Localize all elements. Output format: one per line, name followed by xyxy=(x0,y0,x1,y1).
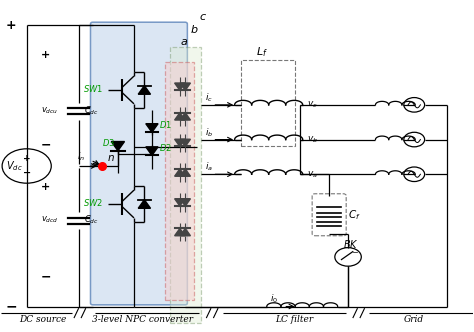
Polygon shape xyxy=(174,113,185,120)
Bar xyxy=(170,47,201,323)
Text: −: − xyxy=(40,138,51,151)
Text: $v_c$: $v_c$ xyxy=(307,100,318,110)
Text: $v_a$: $v_a$ xyxy=(307,169,318,180)
Text: +: + xyxy=(41,50,50,60)
Text: $\mathbf{\it{V}_{dc}}$: $\mathbf{\it{V}_{dc}}$ xyxy=(6,159,22,173)
Polygon shape xyxy=(174,228,185,236)
Polygon shape xyxy=(111,141,125,151)
Text: $C_{dc}$: $C_{dc}$ xyxy=(84,213,99,226)
Text: $\mathit{b}$: $\mathit{b}$ xyxy=(190,23,199,35)
Text: $v_b$: $v_b$ xyxy=(307,134,318,145)
Text: $i_b$: $i_b$ xyxy=(205,126,214,138)
Text: 3-level NPC converter: 3-level NPC converter xyxy=(92,315,193,324)
Text: $\mathit{a}$: $\mathit{a}$ xyxy=(180,37,188,47)
Text: $\mathit{SW2}$: $\mathit{SW2}$ xyxy=(83,197,103,208)
Text: +: + xyxy=(23,154,30,163)
Text: $i_c$: $i_c$ xyxy=(205,91,213,104)
Polygon shape xyxy=(174,169,185,176)
Polygon shape xyxy=(180,113,191,120)
Polygon shape xyxy=(180,199,191,206)
Polygon shape xyxy=(146,147,158,155)
FancyBboxPatch shape xyxy=(91,22,187,305)
Text: −: − xyxy=(40,270,51,283)
Text: $\mathit{D2}$: $\mathit{D2}$ xyxy=(159,142,172,153)
Polygon shape xyxy=(174,139,185,146)
Text: $\mathit{SW1}$: $\mathit{SW1}$ xyxy=(83,83,103,94)
Text: −: − xyxy=(23,168,31,178)
Text: $\mathit{c}$: $\mathit{c}$ xyxy=(199,12,207,22)
Text: $v_{dcd}$: $v_{dcd}$ xyxy=(41,214,59,225)
Text: $\mathit{D1}$: $\mathit{D1}$ xyxy=(159,119,172,130)
Text: $\mathit{BK}$: $\mathit{BK}$ xyxy=(343,238,358,250)
Polygon shape xyxy=(174,83,185,90)
Text: $C_{dc}$: $C_{dc}$ xyxy=(84,104,99,117)
Text: +: + xyxy=(6,19,17,32)
Bar xyxy=(241,60,295,146)
Text: $C_f$: $C_f$ xyxy=(348,208,361,222)
Text: Grid: Grid xyxy=(404,315,424,324)
Text: $i_0$: $i_0$ xyxy=(270,293,278,305)
Polygon shape xyxy=(174,199,185,206)
Polygon shape xyxy=(180,228,191,236)
Polygon shape xyxy=(138,200,151,208)
Polygon shape xyxy=(180,169,191,176)
Polygon shape xyxy=(146,124,158,132)
Text: −: − xyxy=(5,299,17,313)
Text: $i_n$: $i_n$ xyxy=(77,150,85,163)
Text: $L_f$: $L_f$ xyxy=(255,45,267,59)
Polygon shape xyxy=(180,83,191,90)
Text: +: + xyxy=(41,183,50,193)
Text: $\mathbf{\it{n}}$: $\mathbf{\it{n}}$ xyxy=(107,153,115,163)
Text: $v_{dcu}$: $v_{dcu}$ xyxy=(41,105,59,116)
Polygon shape xyxy=(180,139,191,146)
Text: $\mathit{D3}$: $\mathit{D3}$ xyxy=(102,137,116,148)
Text: DC source: DC source xyxy=(19,315,67,324)
Polygon shape xyxy=(138,86,151,94)
Text: $i_a$: $i_a$ xyxy=(205,161,213,173)
Bar xyxy=(165,62,194,300)
Text: LC filter: LC filter xyxy=(274,315,313,324)
